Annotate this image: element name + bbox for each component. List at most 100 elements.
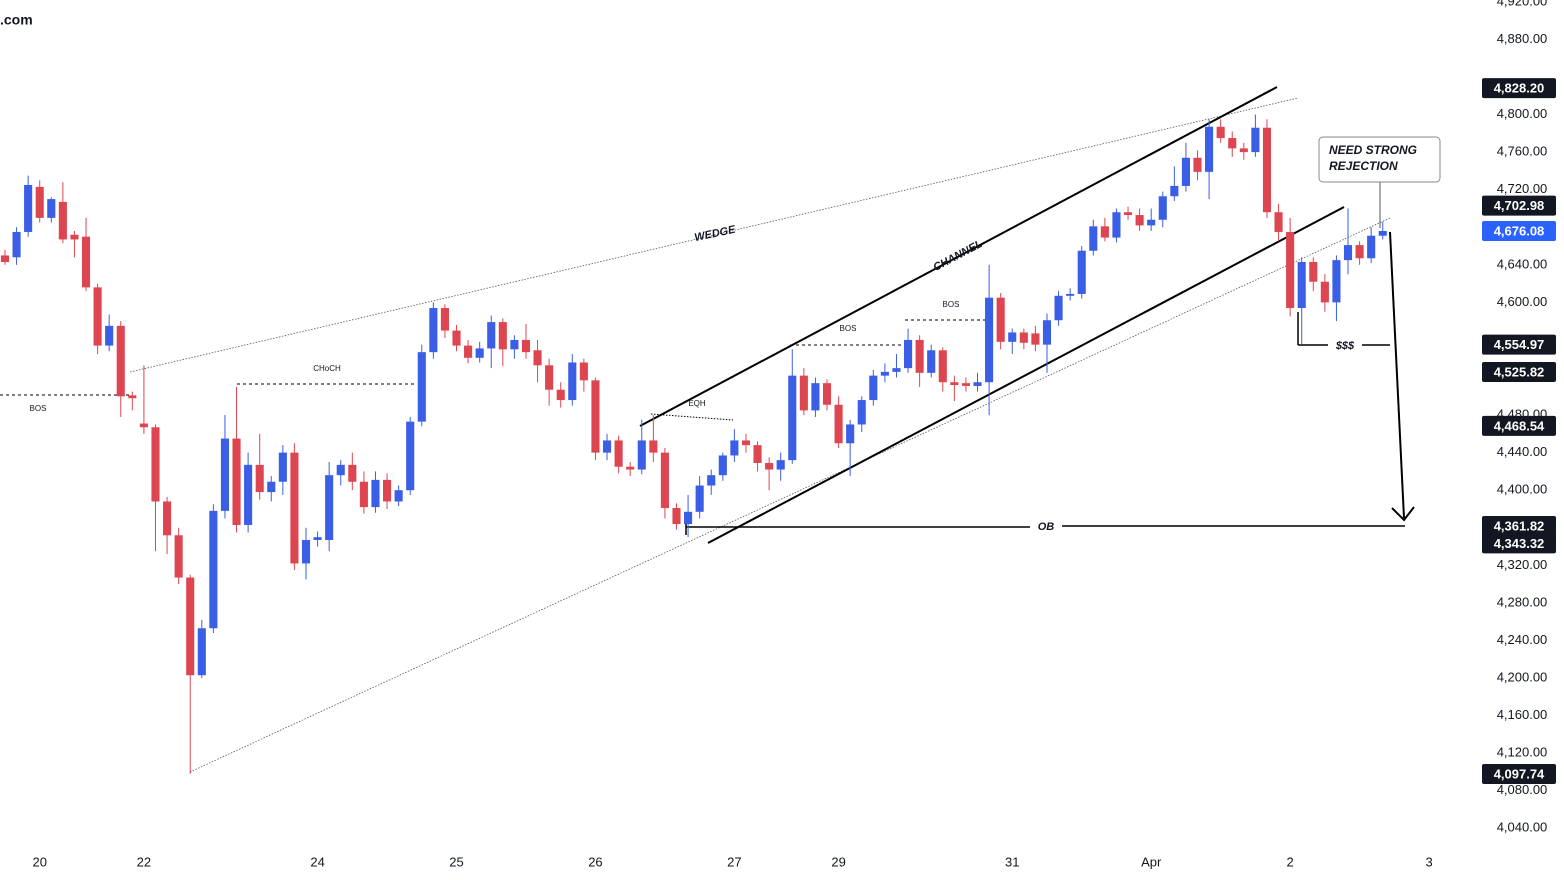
candle-body: [672, 508, 681, 525]
price-tag-label: 4,554.97: [1494, 337, 1545, 352]
ob-label: OB: [1038, 521, 1055, 533]
candle-body: [1008, 332, 1017, 342]
candle-body: [348, 464, 357, 482]
note-text: NEED STRONG: [1329, 143, 1417, 157]
note-box: [1318, 136, 1441, 183]
candle-body: [1262, 127, 1272, 213]
price-tag: [1482, 516, 1556, 537]
candle-body: [24, 185, 33, 232]
candle-body: [938, 350, 947, 383]
candle-body: [730, 440, 739, 456]
price-tag-label: 4,525.82: [1494, 364, 1545, 379]
x-tick-label: Apr: [1141, 854, 1162, 869]
price-tag: [1482, 220, 1556, 241]
wedge-lower: [189, 217, 1391, 773]
candle-body: [70, 234, 79, 240]
candle-body: [47, 199, 56, 218]
candle-body: [440, 308, 449, 331]
candle-body: [892, 368, 901, 372]
candle-body: [602, 440, 612, 453]
candle-body: [1019, 332, 1028, 343]
candle-body: [1251, 127, 1260, 153]
candle-body: [834, 404, 843, 444]
candle-body: [278, 452, 287, 482]
candle-body: [1239, 148, 1248, 153]
y-tick-label: 4,760.00: [1497, 144, 1548, 159]
candle-body: [1367, 235, 1376, 259]
candle-body: [1031, 333, 1040, 345]
x-tick-label: 31: [1005, 854, 1019, 869]
candle-body: [1100, 226, 1109, 238]
candle-body: [487, 322, 496, 349]
candle-body: [1112, 212, 1121, 238]
candle-body: [533, 350, 542, 366]
candle-body: [267, 481, 276, 493]
candle-body: [406, 421, 415, 491]
candle-body: [996, 297, 1005, 342]
x-tick-label: 22: [137, 854, 151, 869]
candle-body: [857, 400, 866, 425]
candle-body: [290, 452, 299, 564]
candle-body: [464, 345, 473, 358]
candle-body: [244, 464, 253, 525]
candle-body: [359, 481, 368, 508]
candle-body: [869, 375, 878, 401]
candle-body: [1135, 215, 1144, 226]
candle-body: [1042, 320, 1052, 345]
candle-body: [846, 424, 855, 444]
y-tick-label: 4,120.00: [1497, 745, 1548, 760]
candle-body: [1355, 245, 1364, 259]
candle-body: [811, 383, 820, 411]
candle-body: [1320, 281, 1329, 303]
candle-body: [186, 577, 195, 676]
candle-body: [1066, 293, 1075, 296]
candle-body: [417, 352, 426, 422]
candle-body: [591, 380, 600, 453]
arrow-shaft: [1389, 231, 1405, 519]
candle-body: [232, 438, 241, 525]
candle-body: [174, 535, 183, 578]
candle-body: [0, 255, 10, 263]
x-tick-label: 29: [831, 854, 845, 869]
candle-body: [904, 339, 913, 369]
candle-body: [255, 464, 264, 493]
eqh-label: EQH: [688, 399, 706, 408]
candle-body: [1228, 138, 1237, 149]
x-tick-label: 3: [1425, 854, 1432, 869]
candle-body: [568, 362, 577, 401]
candle-body: [197, 628, 206, 676]
candle-body: [1147, 219, 1156, 226]
price-tag: [1482, 78, 1556, 99]
candle-body: [163, 501, 172, 536]
price-tag-label: 4,343.32: [1494, 536, 1545, 551]
price-tag-label: 4,828.20: [1494, 81, 1545, 96]
candle-body: [1089, 226, 1098, 251]
candle-body: [116, 325, 125, 397]
price-tag: [1482, 362, 1556, 383]
candle-body: [741, 440, 751, 446]
candle-body: [556, 389, 565, 401]
candle-body: [371, 479, 380, 508]
bos-label: BOS: [840, 324, 857, 333]
candle-body: [799, 375, 808, 411]
y-tick-label: 4,880.00: [1497, 31, 1548, 46]
candle-body: [1205, 126, 1214, 172]
y-tick-label: 4,600.00: [1497, 294, 1548, 309]
candle-body: [927, 350, 936, 373]
candle-body: [649, 440, 658, 453]
bos-label: BOS: [30, 404, 47, 413]
candle-body: [1077, 250, 1086, 294]
candle-body: [498, 322, 507, 350]
candle-body: [325, 475, 334, 540]
y-tick-label: 4,160.00: [1497, 707, 1548, 722]
y-tick-label: 4,800.00: [1497, 106, 1548, 121]
candle-body: [1343, 245, 1353, 261]
candle-body: [429, 308, 438, 353]
candle-body: [707, 475, 716, 486]
candle-body: [510, 339, 519, 350]
candle-body: [1123, 212, 1133, 216]
y-tick-label: 4,640.00: [1497, 256, 1548, 271]
x-tick-label: 2: [1287, 854, 1294, 869]
y-tick-label: 4,440.00: [1497, 444, 1548, 459]
